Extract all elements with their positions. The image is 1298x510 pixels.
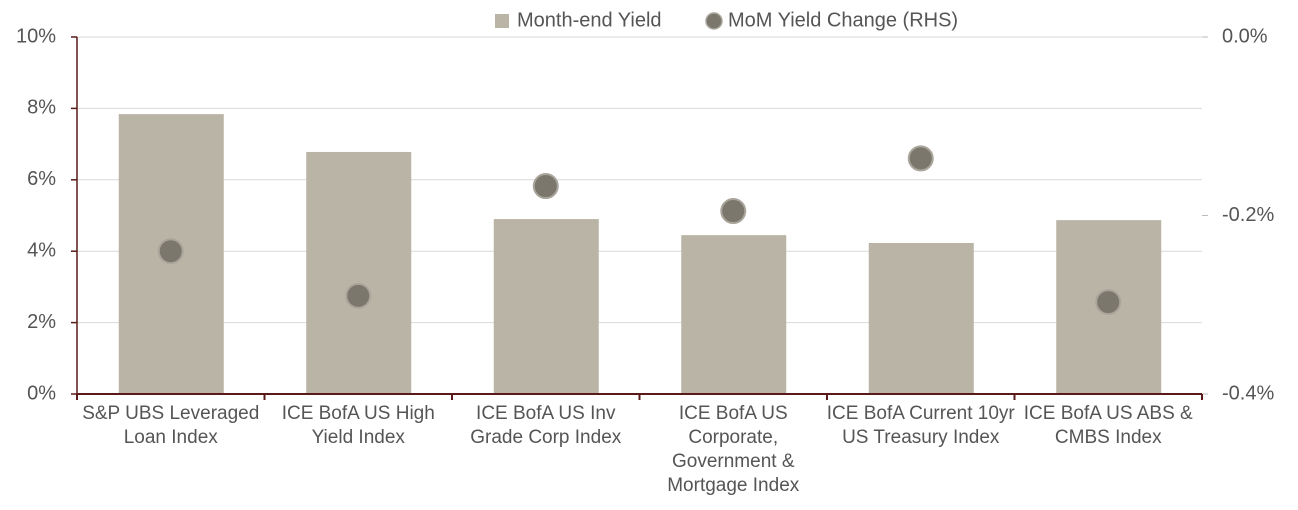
y2-tick-label: -0.4% bbox=[1222, 382, 1274, 404]
y-tick-label: 4% bbox=[27, 239, 56, 261]
dot bbox=[907, 145, 934, 172]
y-tick-label: 0% bbox=[27, 382, 56, 404]
x-tick-label: ICE BofA Current 10yr US Treasury Index bbox=[826, 403, 1015, 448]
bar bbox=[306, 151, 412, 394]
y-tick-label: 8% bbox=[27, 97, 56, 119]
bar bbox=[493, 219, 599, 394]
x-tick-label: S&P UBS Leveraged Loan Index bbox=[82, 403, 260, 448]
x-tick-label: ICE BofA US High Yield Index bbox=[281, 403, 435, 448]
dot bbox=[720, 198, 747, 225]
bar bbox=[868, 242, 974, 394]
x-tick-label: ICE BofA US Inv Grade Corp Index bbox=[470, 403, 622, 448]
y2-tick-label: -0.2% bbox=[1222, 204, 1274, 226]
dot bbox=[345, 282, 372, 309]
x-tick-label: ICE BofA US Corporate, Government & Mort… bbox=[667, 403, 800, 496]
y-tick-label: 6% bbox=[27, 168, 56, 190]
bar bbox=[681, 235, 787, 394]
x-tick-label: ICE BofA US ABS & CMBS Index bbox=[1023, 403, 1193, 448]
y-tick-label: 2% bbox=[27, 311, 56, 333]
dot bbox=[157, 238, 184, 265]
legend-swatch bbox=[495, 14, 509, 28]
legend-label: Month-end Yield bbox=[517, 9, 662, 31]
dot bbox=[1095, 289, 1122, 316]
y2-tick-label: 0.0% bbox=[1222, 25, 1268, 47]
dot bbox=[532, 173, 559, 200]
y-tick-label: 10% bbox=[16, 25, 56, 47]
legend-label: MoM Yield Change (RHS) bbox=[728, 9, 958, 31]
legend-swatch bbox=[705, 12, 723, 30]
